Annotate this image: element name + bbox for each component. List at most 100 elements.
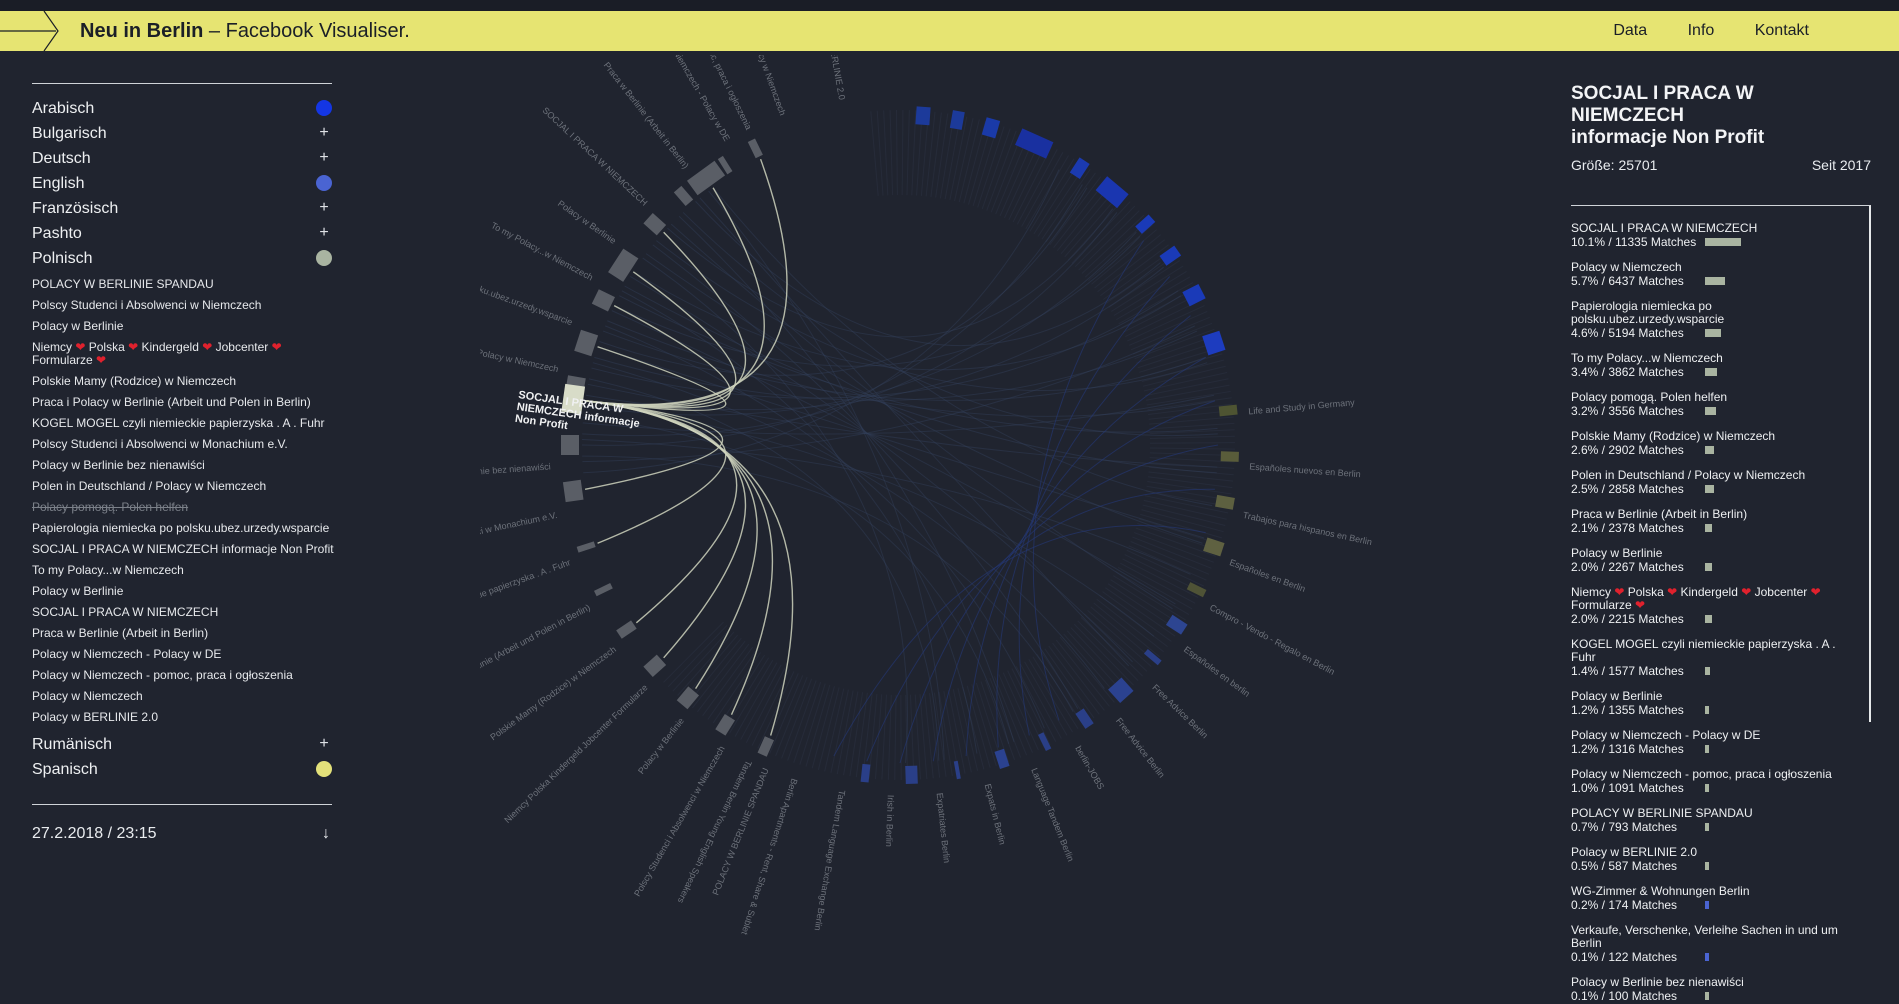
language-row-franz-sisch[interactable]: Französisch+ xyxy=(32,196,332,221)
group-item[interactable]: Praca w Berlinie (Arbeit in Berlin) xyxy=(32,623,332,644)
heart-icon: ❤ xyxy=(128,340,138,354)
app-header: Neu in Berlin – Facebook Visualiser. Dat… xyxy=(0,11,1899,51)
heart-icon: ❤ xyxy=(1614,585,1624,599)
language-name: Rumänisch xyxy=(32,736,112,753)
arrow-down-icon[interactable]: ↓ xyxy=(322,819,330,849)
date-selector[interactable]: 27.2.2018 / 23:15 ↓ xyxy=(32,819,332,849)
match-group-name: Polacy w Niemczech - Polacy w DE xyxy=(1571,729,1869,742)
match-bar xyxy=(1705,615,1712,623)
plus-icon[interactable]: + xyxy=(316,200,332,216)
group-item[interactable]: To my Polacy...w Niemczech xyxy=(32,560,332,581)
group-item[interactable]: Polskie Mamy (Rodzice) w Niemczech xyxy=(32,371,332,392)
chord-segment xyxy=(643,655,666,677)
group-item[interactable]: Polen in Deutschland / Polacy w Niemczec… xyxy=(32,476,332,497)
chord-segment xyxy=(950,110,965,130)
selected-group-title: SOCJAL I PRACA W NIEMCZECH informacje No… xyxy=(1571,83,1871,149)
group-item[interactable]: Polscy Studenci i Absolwenci w Monachium… xyxy=(32,434,332,455)
language-name: Polnisch xyxy=(32,250,92,267)
language-color-dot[interactable] xyxy=(316,250,332,266)
plus-icon[interactable]: + xyxy=(316,150,332,166)
match-stat: 4.6% / 5194 Matches xyxy=(1571,326,1684,340)
plus-icon[interactable]: + xyxy=(316,225,332,241)
language-row-english[interactable]: English xyxy=(32,171,332,196)
plus-icon[interactable]: + xyxy=(316,125,332,141)
match-item[interactable]: Praca w Berlinie (Arbeit in Berlin)2.1% … xyxy=(1571,508,1869,536)
language-row-spanisch[interactable]: Spanisch xyxy=(32,757,332,782)
match-stat-row: 5.7% / 6437 Matches xyxy=(1571,274,1869,289)
group-item[interactable]: Polscy Studenci i Absolwenci w Niemczech xyxy=(32,295,332,316)
group-item[interactable]: SOCJAL I PRACA W NIEMCZECH informacje No… xyxy=(32,539,332,560)
chord-segment xyxy=(592,289,615,311)
language-row-pashto[interactable]: Pashto+ xyxy=(32,221,332,246)
match-item[interactable]: Papierologia niemiecka po polsku.ubez.ur… xyxy=(1571,300,1869,341)
chord-diagram: Polacy w BERLINIE 2.0 Polacy w Niemczech P… xyxy=(480,55,1440,945)
chord-label: SOCJAL I PRACA W NIEMCZECH xyxy=(541,105,650,208)
group-item[interactable]: POLACY W BERLINIE SPANDAU xyxy=(32,274,332,295)
language-row-bulgarisch[interactable]: Bulgarisch+ xyxy=(32,121,332,146)
plus-icon[interactable]: + xyxy=(316,736,332,752)
language-color-dot[interactable] xyxy=(316,175,332,191)
ray xyxy=(1149,423,1234,428)
chord-segment xyxy=(687,161,725,196)
group-item[interactable]: Polacy w BERLINIE 2.0 xyxy=(32,707,332,728)
match-item[interactable]: Niemcy ❤ Polska ❤ Kindergeld ❤ Jobcenter… xyxy=(1571,586,1869,627)
chord-label: Polacy w BERLINIE 2.0 xyxy=(821,55,847,101)
language-row-arabisch[interactable]: Arabisch xyxy=(32,96,332,121)
match-stat-row: 2.5% / 2858 Matches xyxy=(1571,482,1869,497)
group-item[interactable]: Praca i Polacy w Berlinie (Arbeit und Po… xyxy=(32,392,332,413)
language-row-polnisch[interactable]: Polnisch xyxy=(32,246,332,271)
chord-label: Polacy w Niemczech xyxy=(750,55,788,117)
chord-segment xyxy=(905,766,918,784)
group-item[interactable]: Polacy w Niemczech xyxy=(32,686,332,707)
group-item[interactable]: Polacy w Niemczech - Polacy w DE xyxy=(32,644,332,665)
chord-label: Polscy Studenci i Absolwenci w Monachium… xyxy=(480,510,558,560)
language-color-dot[interactable] xyxy=(316,761,332,777)
group-item[interactable]: SOCJAL I PRACA W NIEMCZECH xyxy=(32,602,332,623)
language-row-rum-nisch[interactable]: Rumänisch + xyxy=(32,732,332,757)
chord-segment xyxy=(1219,405,1238,417)
ray xyxy=(1116,277,1190,320)
group-item[interactable]: Papierologia niemiecka po polsku.ubez.ur… xyxy=(32,518,332,539)
language-name: English xyxy=(32,175,84,192)
language-row-deutsch[interactable]: Deutsch+ xyxy=(32,146,332,171)
group-item[interactable]: Polacy w Berlinie xyxy=(32,316,332,337)
match-item[interactable]: Polen in Deutschland / Polacy w Niemczec… xyxy=(1571,469,1869,497)
match-stat-row: 0.2% / 174 Matches xyxy=(1571,898,1869,913)
group-item[interactable]: Niemcy ❤ Polska ❤ Kindergeld ❤ Jobcenter… xyxy=(32,337,332,371)
chord-segment xyxy=(674,186,693,206)
group-item[interactable]: Polacy w Berlinie bez nienawiści xyxy=(32,455,332,476)
group-item[interactable]: KOGEL MOGEL czyli niemieckie papierzyska… xyxy=(32,413,332,434)
ray xyxy=(708,650,757,720)
nav-data-link[interactable]: Data xyxy=(1613,22,1647,39)
match-item[interactable]: Polacy w Niemczech - pomoc, praca i ogło… xyxy=(1571,768,1869,796)
chord-link xyxy=(625,286,1217,473)
ray xyxy=(1150,448,1235,449)
nav-info-link[interactable]: Info xyxy=(1688,22,1715,39)
group-item[interactable]: Polacy w Berlinie xyxy=(32,581,332,602)
match-item[interactable]: KOGEL MOGEL czyli niemieckie papierzyska… xyxy=(1571,638,1869,679)
match-group-name: Polacy w Berlinie xyxy=(1571,690,1869,703)
group-item[interactable]: Polacy pomogą. Polen helfen xyxy=(32,497,332,518)
language-color-dot[interactable] xyxy=(316,100,332,116)
group-item[interactable]: Polacy w Niemczech - pomoc, praca i ogło… xyxy=(32,665,332,686)
nav-kontakt-link[interactable]: Kontakt xyxy=(1755,22,1809,39)
ray xyxy=(875,694,881,779)
app-title[interactable]: Neu in Berlin – Facebook Visualiser. xyxy=(80,11,410,51)
match-group-name: Polacy w Berlinie xyxy=(1571,547,1869,560)
ray xyxy=(907,110,909,195)
chord-label: Polacy w Berlinie xyxy=(556,198,618,245)
brand-subtitle: – Facebook Visualiser. xyxy=(203,20,409,42)
